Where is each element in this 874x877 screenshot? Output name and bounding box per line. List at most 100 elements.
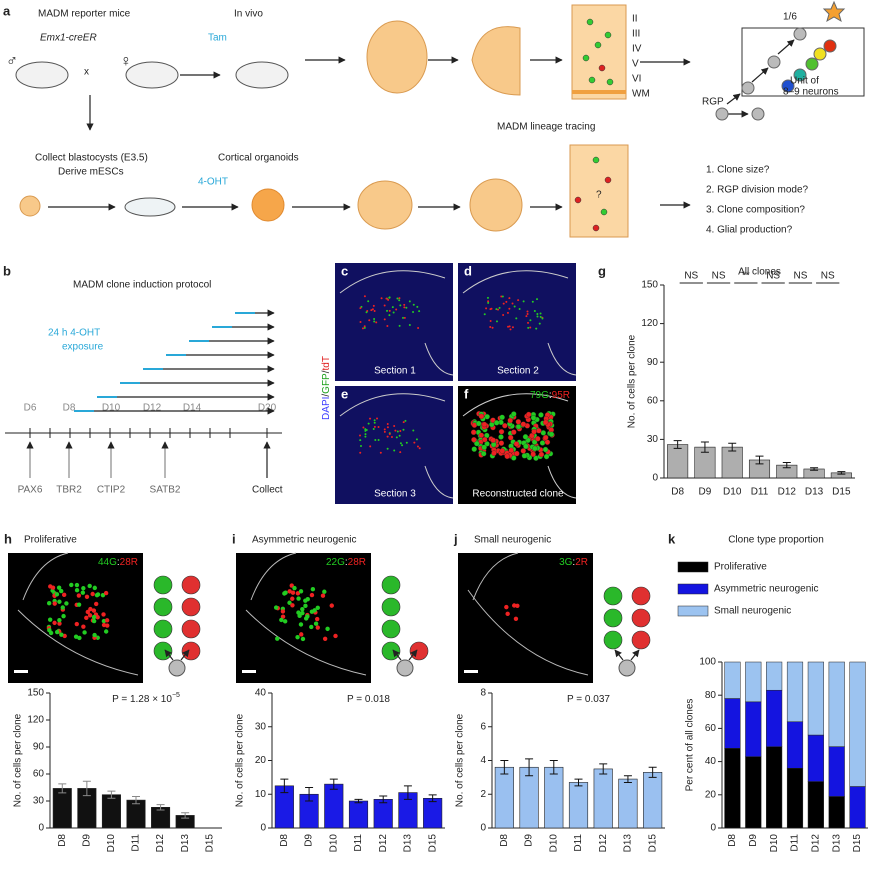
cell — [386, 426, 389, 429]
micrograph — [8, 553, 143, 683]
text: x — [84, 67, 89, 78]
cell — [522, 300, 525, 303]
y-tick-label: 10 — [255, 789, 267, 800]
cell — [507, 434, 514, 441]
y-axis-label: No. of cells per clone — [13, 713, 24, 807]
cell — [300, 636, 306, 642]
cell — [495, 308, 498, 311]
x-tick-label: D9 — [81, 834, 92, 847]
cell — [542, 419, 549, 426]
cell — [359, 434, 362, 437]
cell — [153, 619, 173, 639]
cell — [367, 300, 370, 303]
text: ? — [596, 190, 602, 201]
cell — [181, 619, 201, 639]
cell — [531, 300, 534, 303]
y-tick-label: 0 — [260, 823, 266, 834]
marker-label: TBR2 — [56, 485, 82, 496]
cell — [511, 411, 517, 417]
bar-segment — [766, 689, 783, 747]
cell — [538, 322, 541, 325]
cell — [529, 326, 532, 329]
question: 4. Glial production? — [706, 225, 793, 236]
sig-label: NS — [793, 271, 807, 282]
y-tick-label: 80 — [705, 690, 717, 701]
cell — [508, 325, 511, 328]
bar-segment — [786, 767, 804, 829]
cell — [539, 312, 542, 315]
cell — [369, 445, 372, 448]
day-label: D12 — [143, 403, 162, 414]
cell — [373, 425, 376, 428]
cell — [412, 303, 415, 306]
bar-segment — [828, 661, 845, 747]
cell — [416, 305, 419, 308]
cell — [315, 616, 320, 622]
x-tick-label: D12 — [778, 487, 797, 498]
y-tick-label: 90 — [33, 742, 45, 753]
cell — [62, 633, 67, 639]
cell — [60, 605, 65, 610]
x-tick-label: D13 — [831, 834, 842, 853]
cell — [367, 422, 370, 425]
cell — [511, 302, 514, 305]
bar — [494, 766, 514, 829]
cell — [153, 575, 173, 595]
cell — [368, 319, 371, 322]
cell — [481, 436, 488, 443]
arrows — [48, 39, 795, 211]
bar-segment — [786, 721, 804, 769]
cell — [64, 601, 69, 606]
x-tick-label: D9 — [699, 487, 712, 498]
cell — [296, 596, 301, 601]
error-bar — [673, 440, 682, 449]
cell — [280, 614, 286, 619]
cell — [509, 328, 512, 331]
cell — [52, 601, 57, 606]
cell — [84, 615, 89, 621]
marker-label: CTIP2 — [97, 485, 126, 496]
cell — [386, 309, 389, 312]
p-value: P = 0.037 — [567, 694, 610, 705]
text: exposure — [62, 342, 104, 353]
cell — [515, 317, 518, 320]
error-bar — [782, 462, 791, 469]
cell — [526, 310, 529, 313]
cell — [502, 313, 505, 316]
scale-bar — [242, 670, 256, 673]
cell — [398, 324, 401, 327]
cell — [514, 450, 520, 457]
cell — [287, 600, 292, 605]
p-text: P = 0.037 — [567, 694, 610, 705]
panel-label: g — [598, 263, 606, 278]
cell — [507, 417, 513, 424]
cell — [533, 309, 536, 312]
cell — [282, 619, 288, 624]
cell — [412, 429, 415, 432]
cell — [399, 451, 402, 454]
panel-label: i — [232, 531, 236, 546]
cell — [403, 316, 406, 319]
arrow — [392, 649, 402, 661]
cell — [386, 447, 389, 450]
cell — [390, 435, 393, 438]
sig-label: NS — [712, 271, 726, 282]
y-tick-label: 0 — [38, 823, 44, 834]
y-tick-label: 0 — [710, 823, 716, 834]
cell — [95, 592, 101, 597]
cell — [403, 303, 406, 306]
cell — [416, 445, 419, 448]
x-tick-label: D15 — [647, 834, 658, 853]
cell — [520, 421, 527, 427]
cell — [502, 302, 505, 305]
error-bar — [428, 794, 437, 803]
cell — [506, 311, 509, 314]
legend-label: Asymmetric neurogenic — [714, 584, 818, 595]
stain-part: tdT — [321, 356, 332, 370]
error-bar — [599, 763, 608, 775]
x-tick-label: D10 — [769, 834, 780, 853]
cell — [381, 641, 401, 661]
cell — [507, 325, 510, 328]
cell — [373, 320, 376, 323]
y-tick-label: 150 — [27, 688, 44, 699]
